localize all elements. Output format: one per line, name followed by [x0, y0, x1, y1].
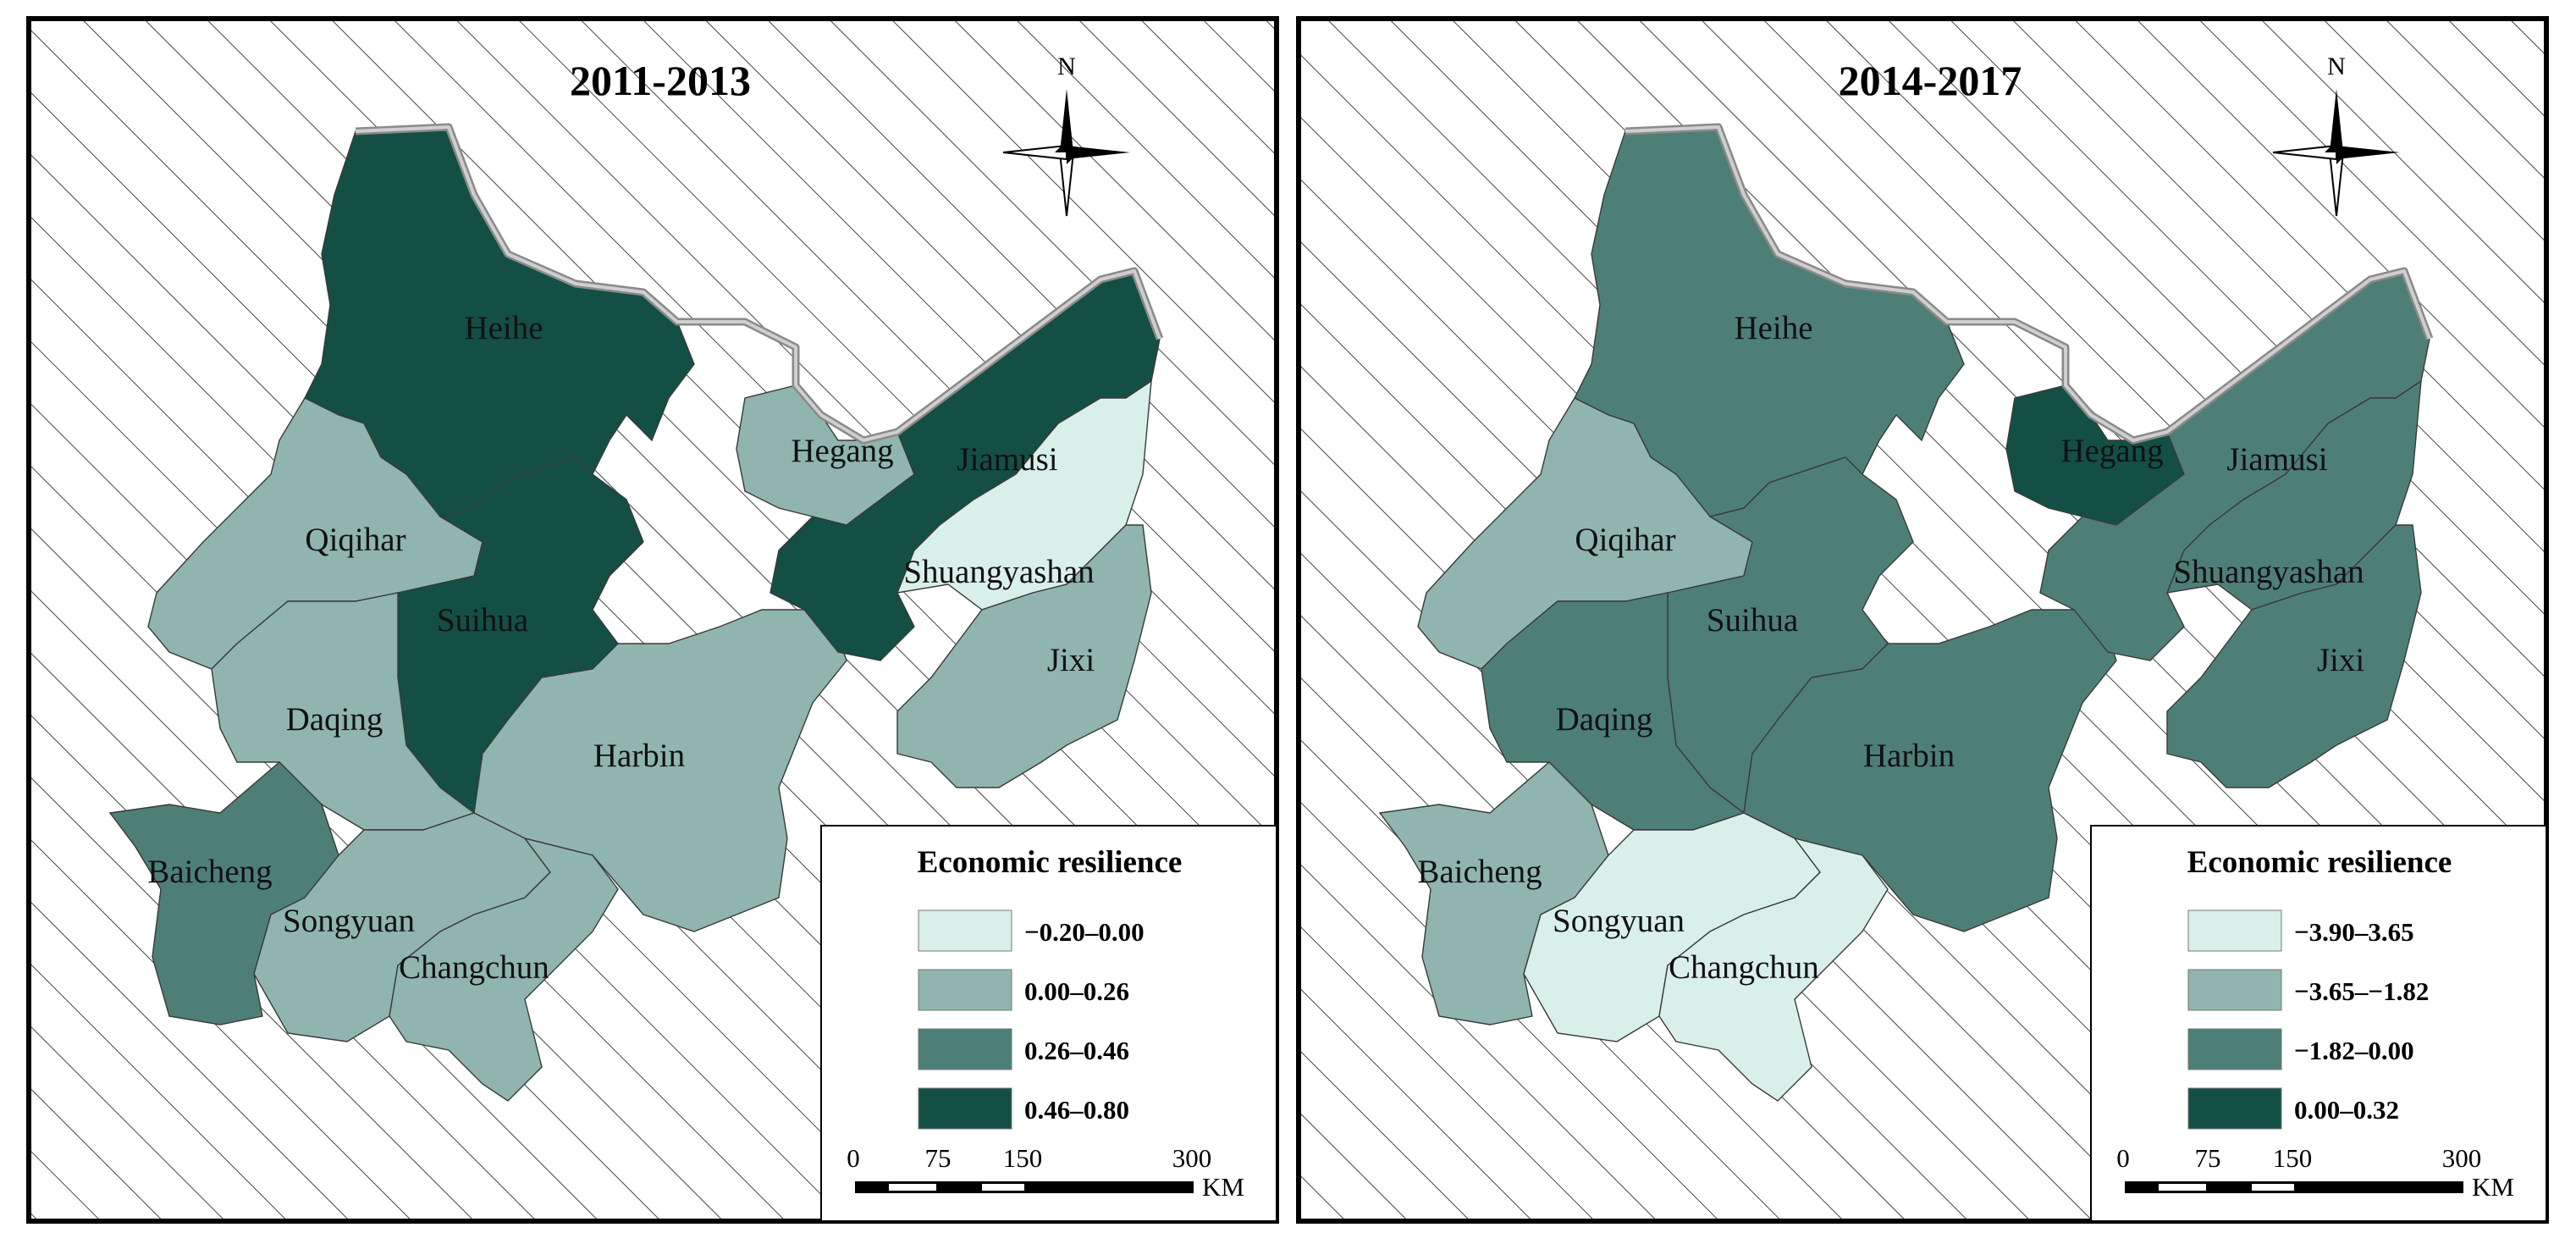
scale-label-150: 150 [1003, 1143, 1043, 1173]
city-label-harbin: Harbin [1863, 738, 1955, 774]
region-jixi[interactable] [2166, 524, 2422, 788]
city-label-hegang: Hegang [2060, 433, 2163, 469]
city-label-heihe: Heihe [464, 310, 543, 346]
panel-frame [26, 16, 1279, 1224]
region-changchun[interactable] [389, 837, 619, 1102]
panel-frame [1296, 16, 2549, 1224]
scale-bar: 0 75 150 300 KM [847, 1143, 1244, 1202]
city-label-baicheng: Baicheng [1417, 854, 1542, 890]
legend-label: 0.00–0.26 [1024, 976, 1129, 1006]
legend-swatch [918, 910, 1012, 952]
city-label-jiamusi: Jiamusi [2226, 441, 2327, 478]
legend-swatch [2187, 910, 2282, 952]
panel-title: 2014-2017 [1839, 57, 2022, 104]
legend-title: Economic resilience [2187, 845, 2452, 880]
scale-unit: KM [1202, 1172, 1244, 1202]
legend-label: −3.65–−1.82 [2294, 976, 2429, 1006]
city-label-jixi: Jixi [1047, 642, 1095, 678]
choropleth-map [108, 126, 1161, 1102]
city-label-hegang: Hegang [791, 433, 893, 469]
scale-label-150: 150 [2273, 1143, 2313, 1173]
legend-swatch [918, 1087, 1012, 1130]
city-label-jixi: Jixi [2317, 642, 2365, 678]
city-label-jiamusi: Jiamusi [957, 441, 1057, 478]
panel-title: 2011-2013 [570, 57, 751, 104]
scale-label-300: 300 [2442, 1143, 2482, 1173]
north-arrow: N [1002, 53, 1130, 217]
legend-swatch [2187, 1028, 2282, 1070]
panel-2011-2013: 2011-2013 N Economic resilience −0.20–0.… [26, 16, 1279, 1224]
legend-box: Economic resilience −3.90–3.65 −3.65–−1.8… [2090, 825, 2547, 1222]
city-label-songyuan: Songyuan [283, 903, 415, 939]
region-jixi[interactable] [896, 524, 1152, 788]
legend-label: 0.26–0.46 [1024, 1036, 1129, 1065]
north-label: N [1057, 53, 1076, 80]
region-changchun[interactable] [1658, 837, 1889, 1102]
city-label-suihua: Suihua [1707, 602, 1798, 639]
scale-label-75: 75 [925, 1143, 952, 1173]
legend-label: −1.82–0.00 [2294, 1036, 2414, 1065]
scale-unit: KM [2472, 1172, 2514, 1202]
city-label-baicheng: Baicheng [147, 854, 272, 890]
choropleth-map [1378, 126, 2430, 1102]
scale-label-0: 0 [847, 1143, 860, 1173]
north-label: N [2327, 53, 2346, 80]
north-arrow: N [2272, 53, 2400, 217]
legend-label: −0.20–0.00 [1024, 917, 1145, 947]
region-harbin[interactable] [473, 609, 847, 932]
scale-bar: 0 75 150 300 KM [2116, 1143, 2514, 1202]
city-label-changchun: Changchun [1669, 949, 1819, 986]
city-label-suihua: Suihua [437, 602, 528, 639]
legend-label: 0.46–0.80 [1024, 1095, 1129, 1125]
panel-2014-2017: 2014-2017 N Economic resilience −3.90–3.… [1296, 16, 2549, 1224]
city-label-heihe: Heihe [1734, 310, 1812, 346]
legend-swatch [918, 969, 1012, 1011]
city-label-harbin: Harbin [593, 738, 685, 774]
city-label-shuangyashan: Shuangyashan [2173, 554, 2364, 590]
legend-swatch [2187, 1087, 2282, 1130]
scale-label-300: 300 [1172, 1143, 1212, 1173]
city-label-songyuan: Songyuan [1553, 903, 1685, 939]
legend-title: Economic resilience [918, 845, 1183, 880]
legend-label: −3.90–3.65 [2294, 917, 2414, 947]
region-harbin[interactable] [1743, 609, 2117, 932]
city-label-shuangyashan: Shuangyashan [903, 554, 1094, 590]
city-label-qiqihar: Qiqihar [1575, 522, 1675, 558]
scale-label-0: 0 [2116, 1143, 2130, 1173]
legend-label: 0.00–0.32 [2294, 1095, 2399, 1125]
city-label-qiqihar: Qiqihar [305, 522, 405, 558]
city-label-daqing: Daqing [1556, 701, 1653, 738]
legend-swatch [2187, 969, 2282, 1011]
scale-label-75: 75 [2195, 1143, 2221, 1173]
legend-swatch [918, 1028, 1012, 1070]
city-label-changchun: Changchun [399, 949, 549, 986]
legend-box: Economic resilience −0.20–0.00 0.00–0.26 0… [820, 825, 1277, 1222]
city-label-daqing: Daqing [286, 701, 383, 738]
